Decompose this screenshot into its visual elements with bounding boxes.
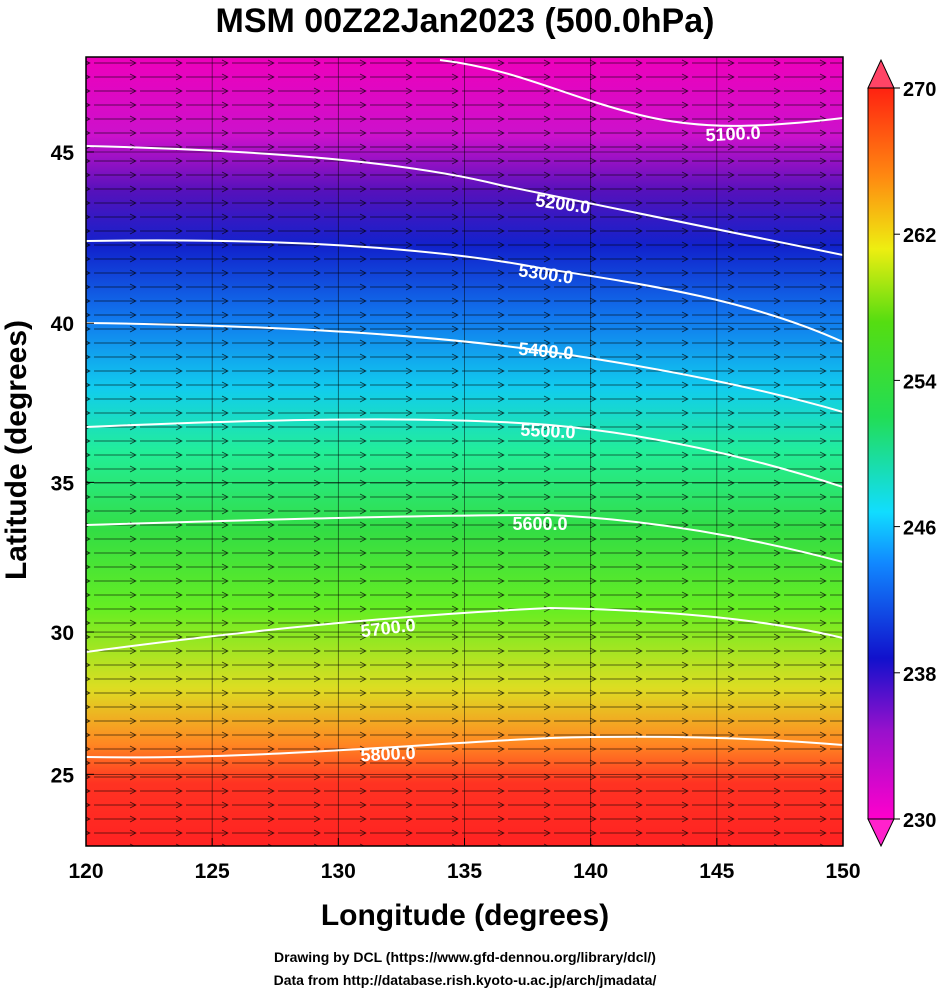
x-tick-label: 120 — [68, 860, 103, 883]
x-tick-label: 130 — [321, 860, 356, 883]
y-tick-label: 25 — [51, 764, 75, 787]
colorbar-tick-label: 254 — [903, 371, 937, 393]
contour-label: 5400.0 — [518, 339, 575, 364]
x-tick-label: 135 — [447, 860, 482, 883]
x-tick-label: 140 — [573, 860, 608, 883]
height-contour — [439, 59, 843, 127]
colorbar-tick-label: 230 — [903, 810, 936, 832]
height-contour — [86, 735, 843, 759]
contour-label: 5800.0 — [360, 743, 416, 766]
colorbar-tick-label: 238 — [903, 664, 936, 686]
x-tick-label: 125 — [195, 860, 230, 883]
y-tick-label: 35 — [51, 472, 75, 495]
height-contour — [86, 513, 843, 563]
colorbar-extend-bottom — [867, 818, 895, 848]
height-contour — [86, 322, 843, 413]
contour-label: 5600.0 — [512, 514, 567, 534]
height-contour — [86, 145, 843, 256]
colorbar-extend-top — [867, 58, 895, 89]
credit: Drawing by DCL (https://www.gfd-dennou.o… — [274, 949, 656, 965]
height-contour — [86, 418, 843, 488]
colorbar-tick-label: 246 — [903, 518, 936, 540]
contour-label: 5100.0 — [705, 123, 761, 146]
y-tick-label: 40 — [51, 313, 74, 336]
colorbar-tick-label: 262 — [903, 225, 936, 247]
height-contour — [86, 239, 843, 343]
colorbar — [867, 87, 895, 820]
x-axis-label: Longitude (degrees) — [321, 899, 609, 932]
y-tick-label: 45 — [51, 142, 75, 165]
credit: Data from http://database.rish.kyoto-u.a… — [274, 972, 657, 988]
x-tick-label: 150 — [825, 860, 860, 883]
title: MSM 00Z22Jan2023 (500.0hPa) — [216, 2, 715, 40]
y-tick-label: 30 — [51, 622, 74, 645]
contour-label: 5500.0 — [520, 420, 576, 443]
colorbar-tick-label: 270 — [903, 79, 936, 101]
y-axis-label: Latitude (degrees) — [0, 320, 33, 580]
height-contour — [86, 606, 843, 653]
x-tick-label: 145 — [699, 860, 734, 883]
